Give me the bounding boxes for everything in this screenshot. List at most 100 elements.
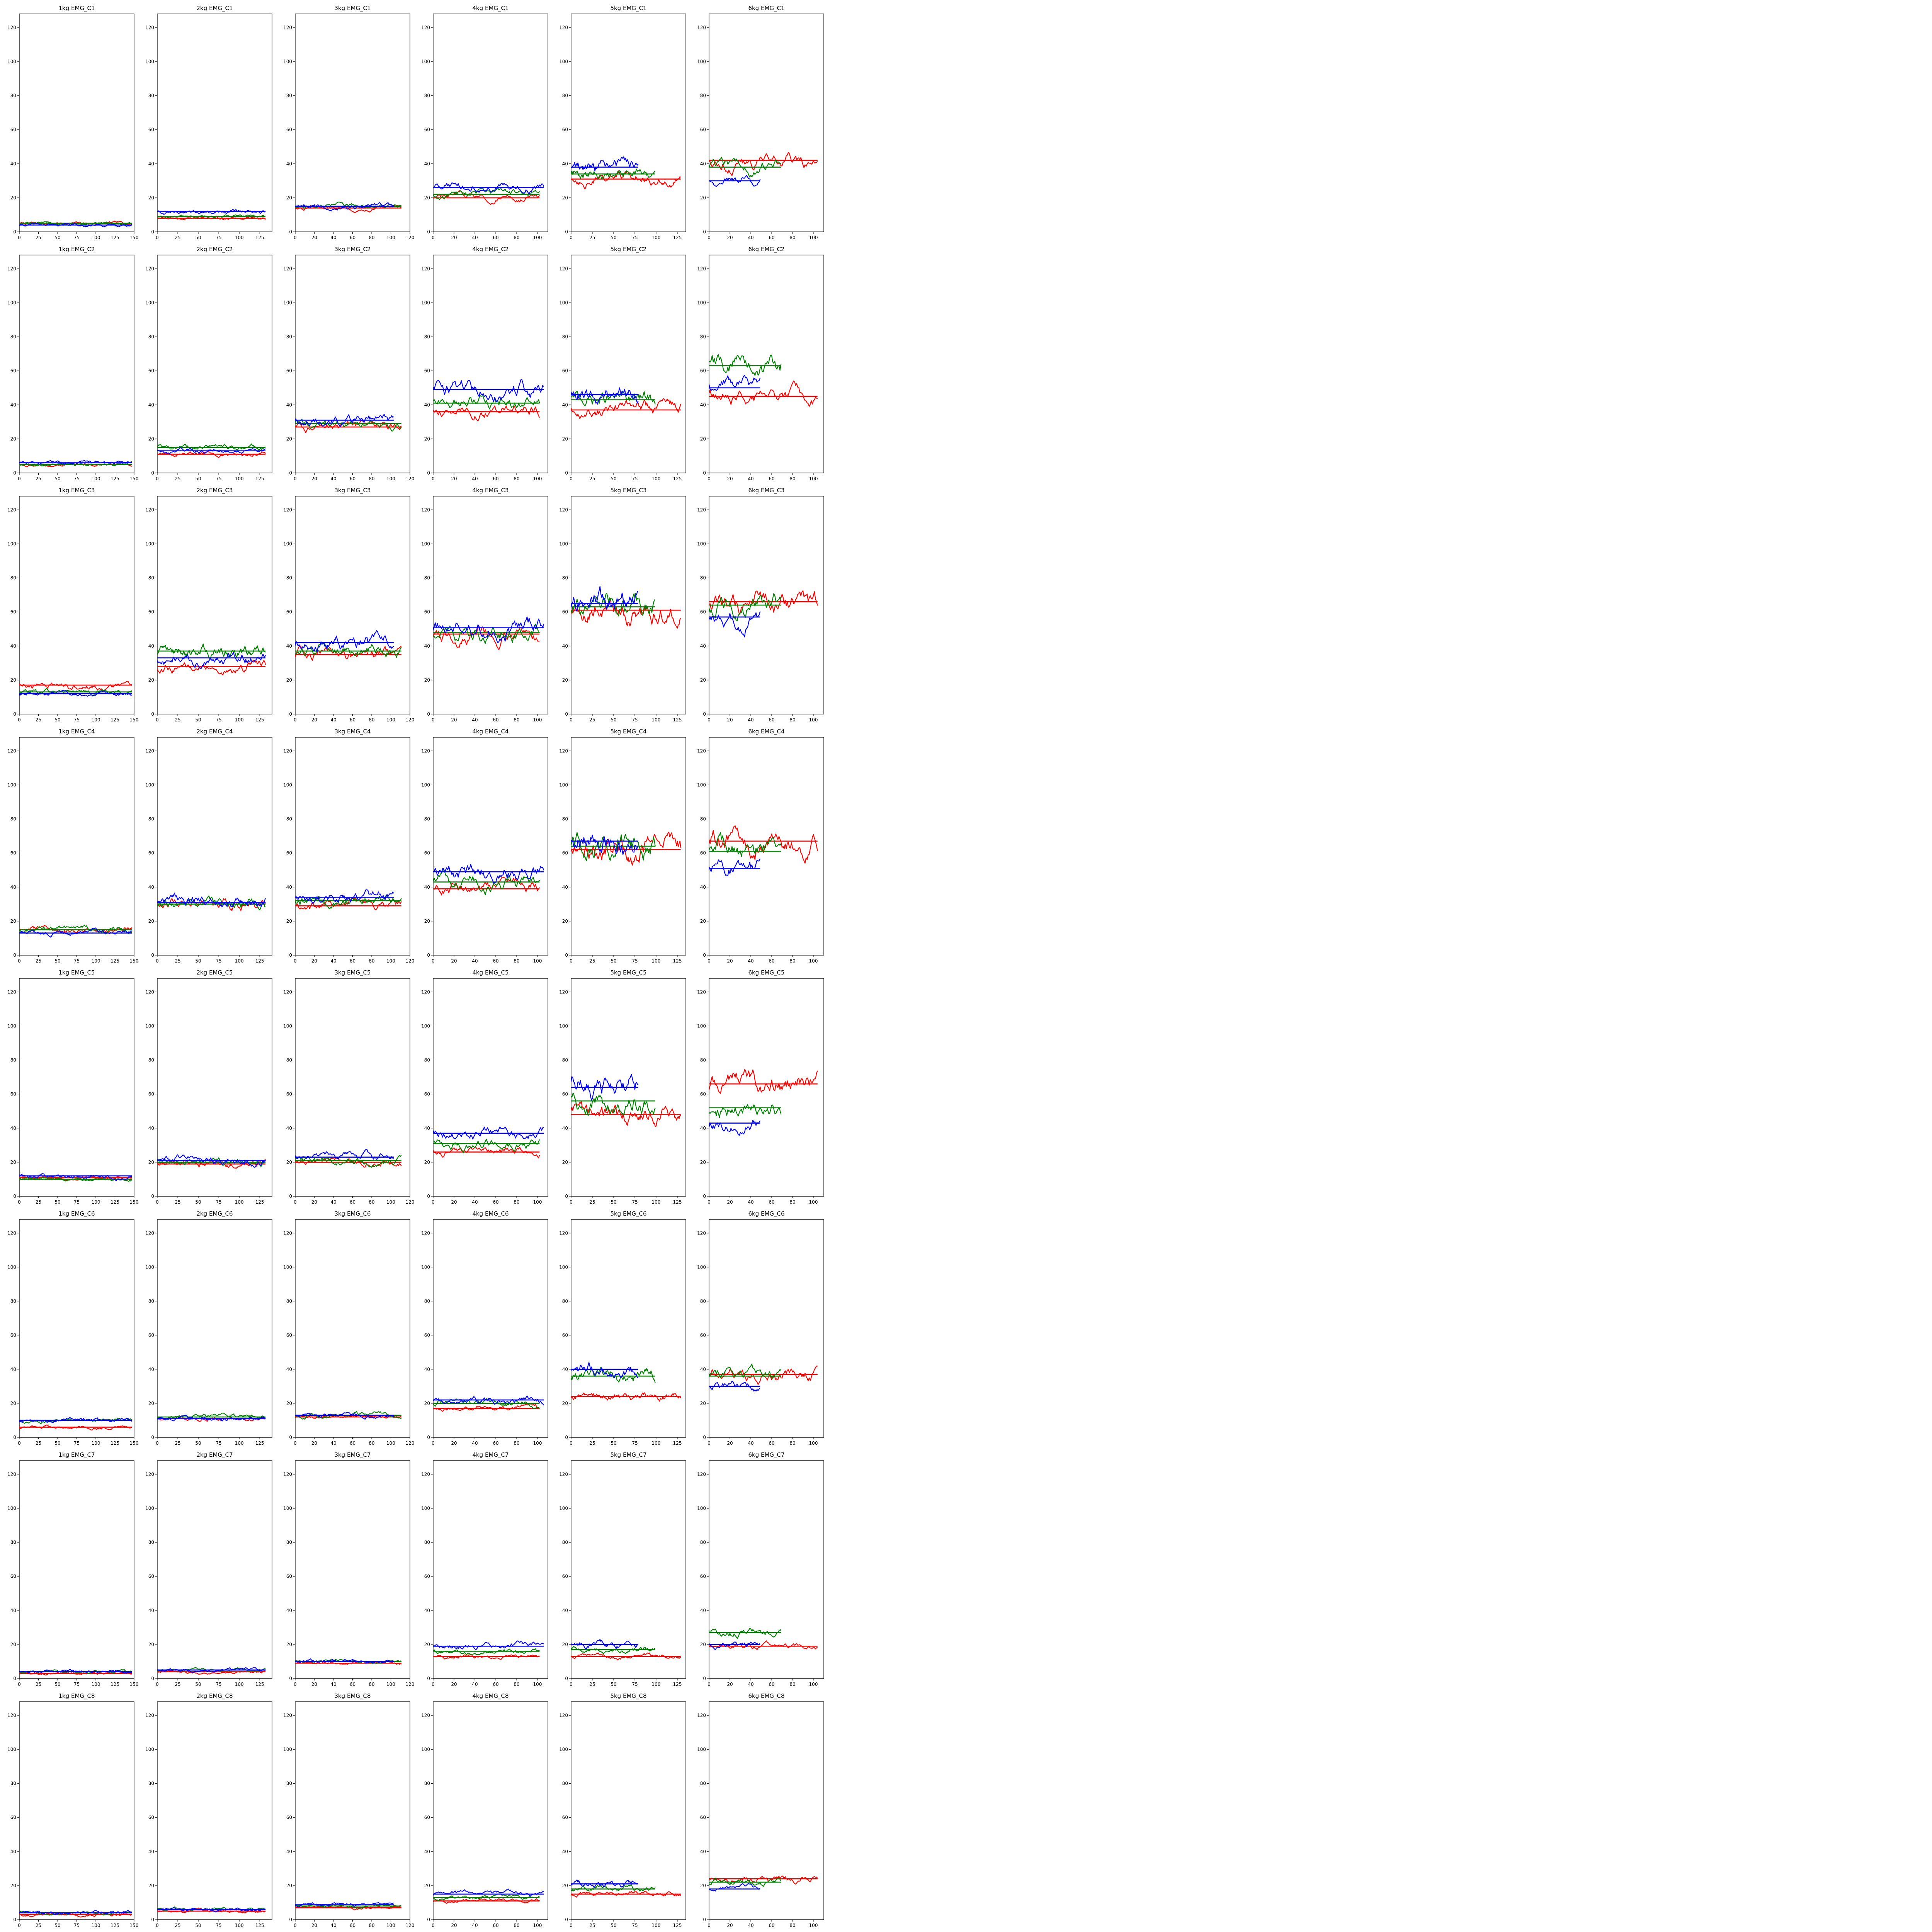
- panel-title: 1kg EMG_C5: [58, 969, 95, 976]
- x-tick-label: 20: [311, 717, 317, 723]
- y-tick-label: 120: [7, 748, 16, 753]
- y-tick-label: 0: [151, 1676, 154, 1681]
- y-tick-label: 80: [562, 1058, 568, 1063]
- trace-green: [433, 1139, 540, 1153]
- x-tick-label: 60: [493, 717, 498, 723]
- x-tick-label: 100: [235, 1682, 244, 1687]
- trace-blue: [156, 652, 266, 670]
- trace-green: [433, 1893, 540, 1901]
- x-tick-label: 75: [216, 1682, 221, 1687]
- panel-frame: [157, 1460, 272, 1679]
- y-tick-label: 100: [421, 541, 430, 546]
- x-tick-label: 60: [350, 717, 355, 723]
- x-tick-label: 40: [330, 1199, 336, 1205]
- y-tick-label: 80: [562, 1540, 568, 1545]
- x-tick-label: 25: [175, 958, 180, 964]
- x-tick-label: 40: [748, 1199, 753, 1205]
- y-tick-label: 20: [286, 436, 292, 442]
- trace-red: [156, 660, 266, 676]
- y-tick-label: 120: [421, 266, 430, 271]
- x-tick-label: 20: [311, 1199, 317, 1205]
- y-tick-label: 20: [562, 1401, 568, 1406]
- panel-3kg-EMG_C2: 3kg EMG_C2 0 20 40 60 80 100 120 0 20 40 60 80 100 120: [283, 246, 414, 481]
- y-tick-label: 40: [10, 161, 16, 167]
- x-tick-label: 0: [432, 1199, 435, 1205]
- y-tick-label: 80: [148, 334, 154, 340]
- x-tick-label: 75: [632, 1440, 638, 1446]
- x-tick-label: 100: [652, 958, 661, 964]
- x-tick-label: 60: [769, 958, 774, 964]
- x-tick-label: 120: [406, 1923, 415, 1928]
- trace-green: [432, 869, 540, 895]
- panel-frame: [433, 14, 548, 232]
- panel-frame: [571, 1460, 686, 1679]
- x-tick-label: 40: [472, 1923, 478, 1928]
- x-tick-label: 20: [451, 476, 457, 481]
- panel-frame: [157, 1701, 272, 1920]
- x-tick-label: 0: [432, 235, 435, 240]
- x-tick-label: 0: [570, 476, 573, 481]
- y-tick-label: 80: [700, 334, 706, 340]
- y-tick-label: 60: [424, 1333, 430, 1338]
- trace-green: [708, 156, 781, 178]
- panel-title: 5kg EMG_C6: [610, 1210, 646, 1218]
- panel-2kg-EMG_C6: 2kg EMG_C6 0 20 40 60 80 100 120 0 25 50 75 100 125: [145, 1210, 272, 1446]
- x-tick-label: 150: [130, 958, 139, 964]
- x-tick-label: 80: [369, 1682, 374, 1687]
- trace-red: [709, 1875, 818, 1885]
- x-tick-label: 125: [111, 1440, 119, 1446]
- y-tick-label: 20: [10, 1883, 16, 1888]
- y-tick-label: 40: [286, 1367, 292, 1372]
- x-tick-label: 40: [748, 717, 753, 723]
- y-tick-label: 0: [151, 711, 154, 717]
- x-tick-label: 20: [451, 1199, 457, 1205]
- x-tick-label: 50: [54, 1199, 60, 1205]
- x-tick-label: 60: [493, 1923, 498, 1928]
- panel-frame: [19, 1701, 134, 1920]
- x-tick-label: 150: [130, 1923, 139, 1928]
- y-tick-label: 80: [10, 93, 16, 99]
- x-tick-label: 25: [36, 235, 41, 240]
- y-tick-label: 20: [10, 918, 16, 924]
- panel-1kg-EMG_C1: 1kg EMG_C1 0 20 40 60 80 100 120 0 25 50 75 100 125 15…: [7, 5, 138, 240]
- x-tick-label: 125: [673, 476, 682, 481]
- x-tick-label: 40: [748, 476, 753, 481]
- y-tick-label: 60: [286, 609, 292, 615]
- y-tick-label: 100: [145, 1505, 154, 1511]
- panel-1kg-EMG_C5: 1kg EMG_C5 0 20 40 60 80 100 120 0 25 50 75 100 125 15…: [7, 969, 138, 1205]
- x-tick-label: 75: [216, 476, 221, 481]
- x-tick-label: 40: [748, 235, 753, 240]
- y-tick-label: 100: [559, 300, 568, 305]
- y-tick-label: 100: [283, 782, 292, 787]
- x-tick-label: 0: [432, 1682, 435, 1687]
- x-tick-label: 25: [589, 958, 595, 964]
- y-tick-label: 20: [10, 195, 16, 201]
- x-tick-label: 20: [727, 958, 733, 964]
- y-tick-label: 100: [7, 1505, 16, 1511]
- panel-4kg-EMG_C8: 4kg EMG_C8 0 20 40 60 80 100 120 0 20 40 60 80 100: [421, 1692, 548, 1928]
- panel-title: 4kg EMG_C6: [472, 1210, 509, 1218]
- panel-title: 4kg EMG_C2: [472, 246, 509, 253]
- y-tick-label: 60: [10, 1092, 16, 1097]
- trace-green: [19, 1669, 132, 1674]
- x-tick-label: 100: [533, 958, 542, 964]
- trace-red: [157, 451, 266, 458]
- panel-title: 6kg EMG_C7: [748, 1451, 784, 1459]
- trace-green: [708, 593, 782, 621]
- x-tick-label: 125: [255, 717, 264, 723]
- trace-green: [571, 1646, 655, 1655]
- trace-blue: [157, 893, 266, 907]
- y-tick-label: 40: [700, 643, 706, 649]
- panel-frame: [19, 255, 134, 473]
- trace-blue: [708, 375, 761, 391]
- y-tick-label: 40: [424, 1849, 430, 1854]
- y-tick-label: 120: [421, 1230, 430, 1236]
- y-tick-label: 60: [424, 1092, 430, 1097]
- y-tick-label: 120: [421, 748, 430, 753]
- x-tick-label: 100: [809, 958, 818, 964]
- x-tick-label: 60: [350, 476, 355, 481]
- x-tick-label: 75: [216, 717, 221, 723]
- y-tick-label: 0: [703, 229, 706, 235]
- y-tick-label: 40: [562, 643, 568, 649]
- y-tick-label: 100: [7, 1747, 16, 1752]
